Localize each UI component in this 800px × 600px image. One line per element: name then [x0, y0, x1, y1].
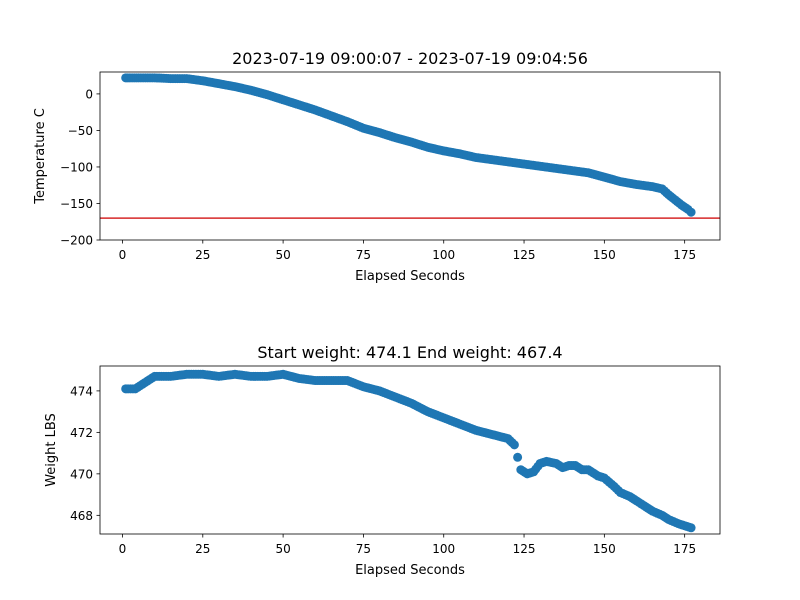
weight-x-tick-label: 75: [356, 542, 371, 556]
temperature-y-tick-label: −200: [60, 234, 93, 248]
temperature-x-tick-label: 100: [432, 248, 455, 262]
weight-x-tick-label: 25: [195, 542, 210, 556]
temperature-x-tick-label: 50: [275, 248, 290, 262]
weight-points: [121, 369, 696, 533]
weight-x-tick-label: 100: [432, 542, 455, 556]
temperature-x-tick-label: 75: [356, 248, 371, 262]
temperature-points: [100, 73, 720, 219]
weight-data-point: [509, 440, 519, 450]
weight-y-tick-label: 472: [70, 426, 93, 440]
temperature-x-axis-label: Elapsed Seconds: [355, 269, 465, 284]
temperature-data-point: [686, 207, 696, 217]
weight-data-point: [513, 452, 523, 462]
weight-x-tick-label: 125: [513, 542, 536, 556]
weight-x-tick-label: 50: [275, 542, 290, 556]
temperature-y-axis-label: Temperature C: [33, 108, 48, 205]
temperature-y-tick-label: −150: [60, 197, 93, 211]
temperature-x-tick-label: 150: [593, 248, 616, 262]
weight-y-tick-label: 470: [70, 467, 93, 481]
temperature-chart-title: 2023-07-19 09:00:07 - 2023-07-19 09:04:5…: [232, 49, 588, 68]
temperature-y-tick-label: −50: [68, 124, 93, 138]
temperature-axes-frame: [99, 71, 721, 241]
weight-y-axis-label: Weight LBS: [44, 413, 59, 487]
weight-axes-frame: [99, 365, 721, 535]
weight-y-tick-label: 474: [70, 384, 93, 398]
temperature-subplot: 2023-07-19 09:00:07 - 2023-07-19 09:04:5…: [33, 49, 721, 284]
temperature-x-tick-label: 0: [119, 248, 127, 262]
weight-x-tick-label: 175: [673, 542, 696, 556]
temperature-x-tick-label: 25: [195, 248, 210, 262]
temperature-x-tick-label: 125: [513, 248, 536, 262]
temperature-y-tick-label: 0: [85, 87, 93, 101]
weight-chart-title: Start weight: 474.1 End weight: 467.4: [257, 343, 562, 362]
weight-subplot: Start weight: 474.1 End weight: 467.4 El…: [44, 343, 721, 578]
weight-data-point: [686, 523, 696, 533]
weight-x-axis-label: Elapsed Seconds: [355, 563, 465, 578]
temperature-x-tick-label: 175: [673, 248, 696, 262]
temperature-y-tick-label: −100: [60, 160, 93, 174]
weight-x-tick-label: 150: [593, 542, 616, 556]
weight-y-tick-label: 468: [70, 509, 93, 523]
weight-x-tick-label: 0: [119, 542, 127, 556]
